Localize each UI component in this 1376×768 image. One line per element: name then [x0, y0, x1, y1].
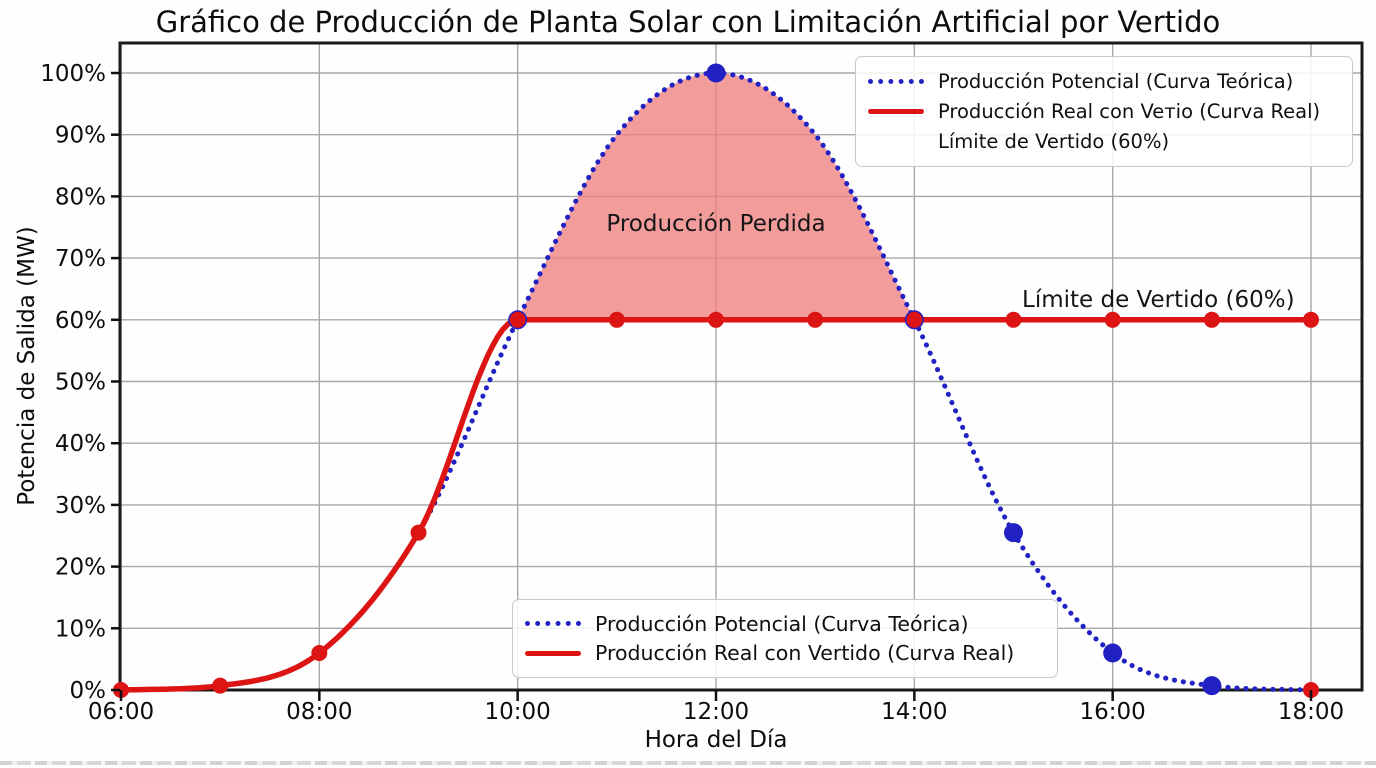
real-marker-dot [212, 677, 229, 694]
real-marker-dot [608, 311, 625, 328]
y-tick-label: 60% [55, 308, 106, 334]
lost-production-area [517, 73, 915, 320]
y-tick-label: 30% [55, 493, 106, 519]
solid-line-sample-icon [525, 650, 581, 656]
annotation-lost-production: Producción Perdida [606, 211, 826, 237]
legend-item-label: Producción Potencial (Curva Teórica) [938, 70, 1294, 93]
solid-line-sample-icon [868, 109, 924, 114]
legend-item-potential: Producción Potencial (Curva Teórica) [868, 70, 1340, 93]
x-tick-label: 06:00 [88, 699, 154, 725]
real-marker-dot [311, 644, 328, 661]
y-axis-label: Potencia de Salida (MW) [14, 226, 40, 506]
x-tick-label: 12:00 [683, 699, 749, 725]
annotation-limit-line: Límite de Vertido (60%) [1022, 287, 1295, 313]
x-tick-label: 08:00 [286, 699, 352, 725]
x-tick-label: 14:00 [881, 699, 947, 725]
legend-item-real: Producción Real con Vertido (Curva Real) [525, 641, 1045, 665]
real-marker-dot [509, 311, 526, 328]
real-marker-dot [1005, 311, 1022, 328]
legend-item-real: Producción Real con Veтio (Curva Real) [868, 100, 1340, 123]
y-tick-label: 90% [55, 123, 106, 149]
legend-upper-right: Producción Potencial (Curva Teórica) Pro… [855, 56, 1353, 167]
potential-marker-dot [1004, 523, 1023, 543]
legend-item-label: Producción Real con Vertido (Curva Real) [595, 641, 1015, 666]
y-tick-label: 20% [55, 555, 106, 581]
real-marker-dot [1303, 311, 1319, 328]
legend-item-potential: Producción Potencial (Curva Teórica) [525, 612, 1045, 636]
real-marker-dot [708, 311, 724, 328]
legend-item-label: Límite de Vertido (60%) [938, 130, 1170, 153]
y-tick-label: 100% [40, 61, 106, 87]
real-marker-dot [807, 311, 824, 328]
legend-item-label: Producción Real con Veтio (Curva Real) [938, 100, 1321, 123]
x-tick-label: 16:00 [1080, 699, 1146, 725]
bottom-noise-strip [0, 761, 1376, 765]
y-tick-label: 40% [55, 431, 106, 457]
y-tick-label: 0% [70, 678, 107, 704]
dotted-line-sample-icon [525, 621, 581, 627]
legend-lower-center: Producción Potencial (Curva Teórica) Pro… [512, 599, 1058, 678]
x-tick-label: 18:00 [1278, 699, 1344, 725]
potential-marker-dot [1202, 676, 1222, 696]
y-tick-label: 70% [55, 246, 106, 272]
legend-item-label: Producción Potencial (Curva Teórica) [595, 611, 969, 636]
real-marker-dot [410, 524, 427, 541]
y-tick-label: 10% [55, 616, 106, 642]
potential-marker-dot [1103, 643, 1123, 663]
real-marker-dot [1203, 311, 1220, 328]
x-axis-label: Hora del Día [644, 727, 788, 753]
y-tick-label: 80% [55, 184, 106, 210]
real-marker-dot [1104, 311, 1121, 328]
potential-marker-dot [706, 63, 726, 83]
y-tick-label: 50% [55, 370, 106, 396]
real-marker-dot [906, 311, 923, 328]
dotted-line-sample-icon [868, 79, 924, 84]
chart-title: Gráfico de Producción de Planta Solar co… [155, 5, 1221, 39]
legend-item-limit: Límite de Vertido (60%) [868, 130, 1340, 153]
x-tick-label: 10:00 [485, 699, 551, 725]
axes-frame [118, 41, 1364, 692]
